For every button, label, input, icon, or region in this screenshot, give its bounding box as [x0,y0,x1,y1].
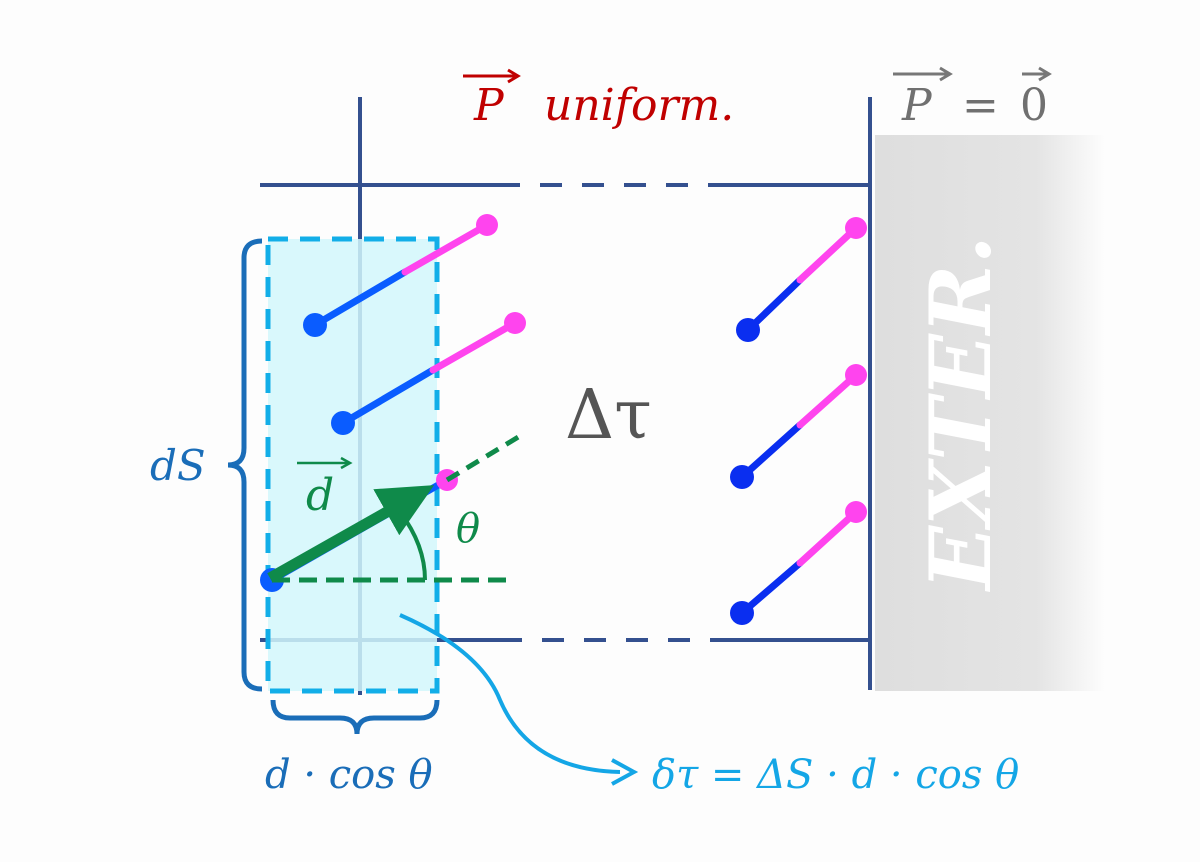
d-vector-arrow [267,485,435,583]
dipole [331,312,526,435]
p-uniform-text: uniform. [544,80,734,131]
p-zero-eq: = [962,80,999,131]
formula-pointer-arrow [399,613,621,774]
dipole [730,364,867,489]
theta-label: θ [456,506,480,552]
d-cos-theta-label: d · cos θ [265,752,433,798]
dipole [303,214,498,337]
dS-label: dS [150,441,206,490]
exterior-label: EXTER. [911,235,1010,592]
dS-brace [227,238,263,692]
d-direction-dashed [445,433,522,483]
volume-slab [265,236,440,694]
theta-arc [398,510,427,581]
arrow-head-icon [611,758,639,786]
dipole [730,501,867,625]
p-uniform-symbol: P [473,80,505,131]
d-vector-label: d [306,470,334,521]
d-cos-brace [270,699,440,735]
exterior-region [875,135,1105,691]
p-zero-lhs: P [901,80,933,131]
p-zero-rhs: 0 [1020,80,1048,131]
dipole [736,217,867,342]
delta-tau-label: Δτ [565,376,652,455]
formula-label: δτ = ΔS · d · cos θ [652,752,1019,798]
